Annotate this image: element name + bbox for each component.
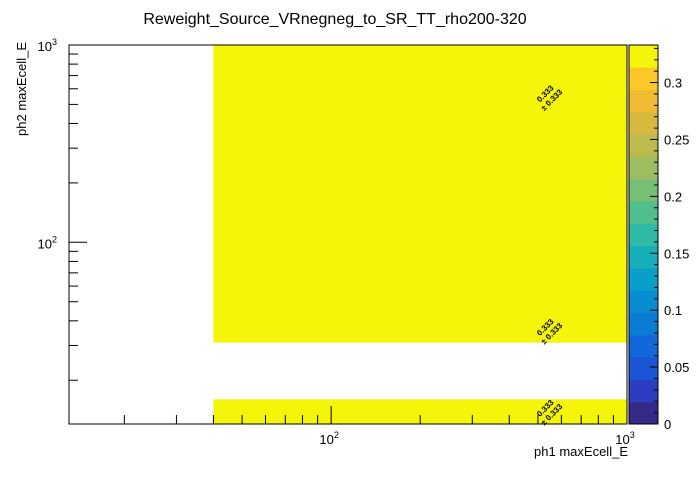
- colorbar-swatch: [629, 290, 658, 314]
- colorbar-swatch: [629, 357, 658, 380]
- colorbar-tick-label: 0.05: [664, 360, 689, 375]
- colorbar-swatch: [629, 334, 658, 358]
- colorbar-tick-label: 0.2: [664, 189, 682, 204]
- colorbar-tick-label: 0: [664, 417, 671, 432]
- colorbar-swatch: [629, 111, 658, 135]
- colorbar-tick-label: 0.15: [664, 246, 689, 261]
- x-tick-label: 103: [615, 430, 634, 447]
- y-tick-label: 103: [38, 37, 57, 54]
- colorbar-swatch: [629, 67, 658, 91]
- colorbar-tick-label: 0.25: [664, 132, 689, 147]
- colorbar-swatch: [629, 156, 658, 180]
- colorbar-swatch: [629, 178, 658, 202]
- colorbar-tick-label: 0.1: [664, 303, 682, 318]
- y-tick-label: 102: [38, 234, 57, 251]
- plot-border: [68, 44, 628, 425]
- colorbar-swatch: [629, 223, 658, 247]
- colorbar-swatch: [629, 89, 658, 113]
- y-axis-label: ph2 maxEcell_E: [14, 42, 29, 136]
- chart-title: Reweight_Source_VRnegneg_to_SR_TT_rho200…: [143, 11, 526, 28]
- colorbar-tick-label: 0.3: [664, 76, 682, 91]
- y-axis: 102 103: [38, 37, 87, 381]
- colorbar-swatch: [629, 134, 658, 157]
- x-tick-label: 102: [319, 430, 338, 447]
- x-axis-label: ph1 maxEcell_E: [534, 444, 628, 459]
- plot-frame: [68, 44, 628, 425]
- colorbar-swatch: [629, 45, 658, 68]
- colorbar-border: [628, 44, 659, 425]
- colorbar-swatch: [629, 312, 658, 336]
- colorbar-swatch: [629, 245, 658, 269]
- heatmap-cell: [213, 45, 627, 343]
- colorbar-swatch: [629, 201, 658, 224]
- colorbar-swatch: [629, 379, 658, 403]
- colorbar-swatch: [629, 267, 658, 291]
- heatmap-cells: [213, 45, 627, 424]
- colorbar-swatch: [629, 401, 658, 425]
- colorbar: 0 0.05 0.1 0.15 0.2 0.25 0.3: [628, 44, 689, 432]
